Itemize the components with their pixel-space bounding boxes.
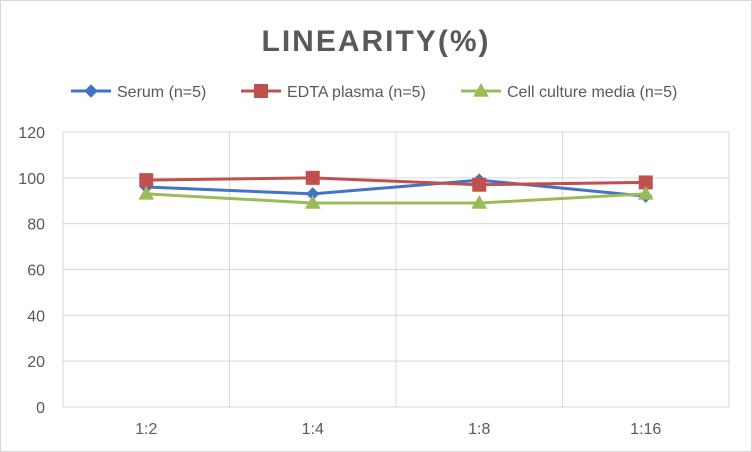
x-tick-label: 1:4 bbox=[302, 421, 324, 438]
data-point bbox=[637, 185, 654, 200]
series-line bbox=[146, 192, 646, 205]
data-point bbox=[471, 195, 488, 209]
series-layer bbox=[138, 170, 654, 209]
legend-entry: EDTA plasma (n=5) bbox=[241, 84, 426, 101]
legend-label: Cell culture media (n=5) bbox=[507, 84, 677, 101]
series-line bbox=[146, 178, 646, 198]
legend-entry: Cell culture media (n=5) bbox=[461, 82, 677, 101]
data-point bbox=[304, 195, 321, 209]
data-point bbox=[139, 173, 154, 188]
data-point bbox=[472, 177, 487, 192]
legend-entry: Serum (n=5) bbox=[71, 84, 206, 101]
data-point bbox=[305, 170, 320, 185]
y-tick-label: 100 bbox=[18, 171, 45, 188]
legend: Serum (n=5) EDTA plasma (n=5) Cell culture… bbox=[71, 82, 677, 101]
legend-label: EDTA plasma (n=5) bbox=[287, 84, 426, 101]
y-tick-label: 40 bbox=[27, 308, 45, 325]
y-tick-label: 20 bbox=[27, 354, 45, 371]
series-line bbox=[146, 176, 646, 187]
x-tick-label: 1:2 bbox=[135, 421, 157, 438]
series-1 bbox=[139, 170, 653, 192]
y-tick-label: 120 bbox=[18, 125, 45, 142]
x-tick-label: 1:16 bbox=[630, 421, 661, 438]
legend-marker bbox=[84, 84, 98, 98]
legend-label: Serum (n=5) bbox=[117, 84, 206, 101]
grid bbox=[62, 131, 730, 407]
legend-marker bbox=[254, 84, 268, 98]
chart-title: LINEARITY(%) bbox=[262, 25, 491, 58]
y-tick-label: 80 bbox=[27, 217, 45, 234]
axes: 0 20 40 60 80 100 120 1:2 1:4 1:8 1:16 bbox=[18, 125, 729, 438]
data-point bbox=[138, 185, 155, 200]
legend-marker bbox=[473, 82, 489, 97]
x-tick-label: 1:8 bbox=[468, 421, 490, 438]
series-2 bbox=[138, 185, 654, 209]
y-tick-label: 0 bbox=[36, 400, 45, 417]
y-tick-label: 60 bbox=[27, 263, 45, 280]
